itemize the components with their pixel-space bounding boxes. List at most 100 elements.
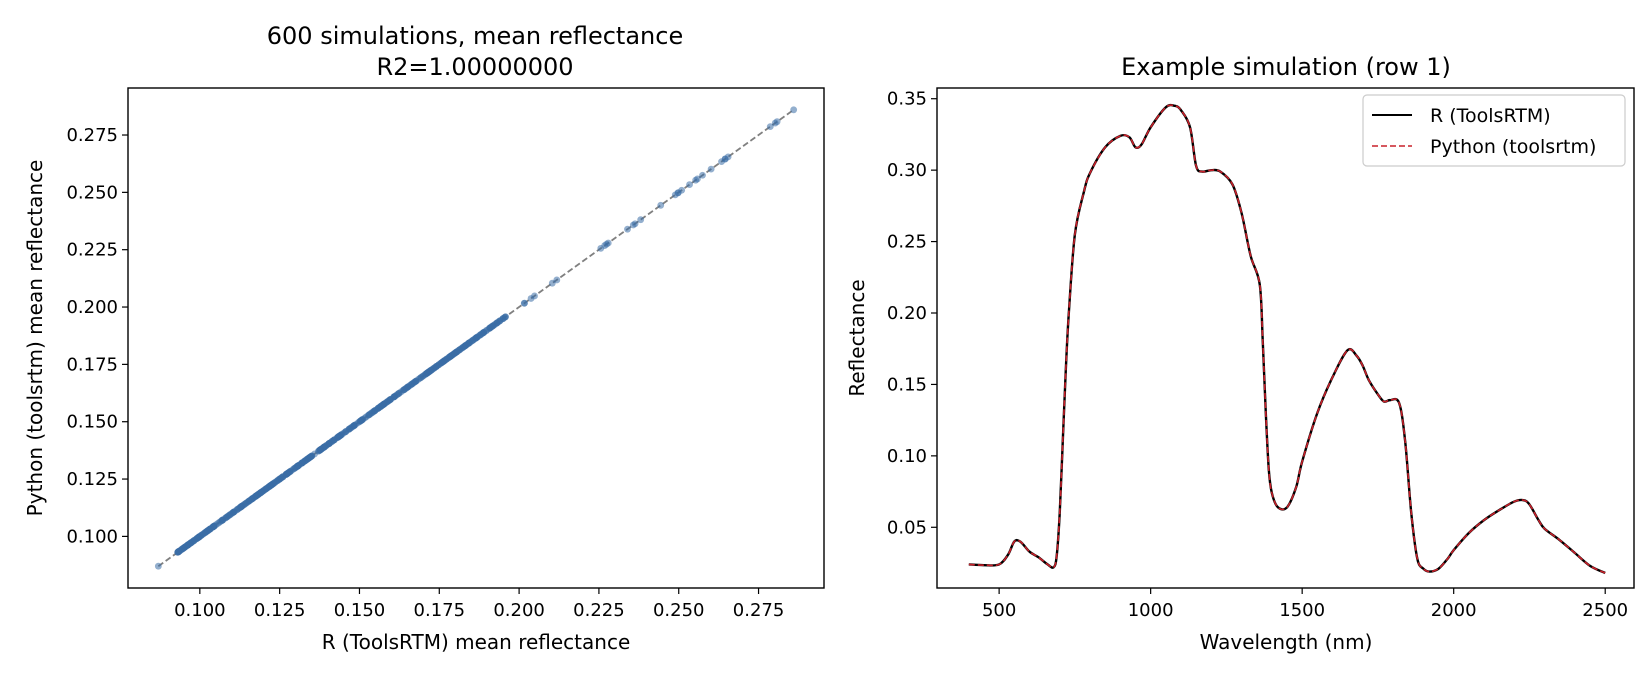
scatter-point	[242, 499, 250, 507]
scatter-point	[460, 343, 467, 351]
scatter-x-tick-label: 0.250	[653, 600, 705, 621]
spectrum-x-tick-label: 500	[982, 600, 1016, 621]
scatter-y-tick-label: 0.150	[66, 412, 118, 433]
scatter-point	[361, 414, 369, 422]
scatter-point	[553, 276, 561, 284]
scatter-point	[316, 446, 324, 454]
scatter-point	[175, 547, 183, 555]
scatter-point	[212, 521, 220, 529]
scatter-point	[386, 396, 394, 404]
scatter-point	[379, 401, 387, 409]
scatter-point	[393, 391, 400, 399]
scatter-point	[671, 191, 679, 199]
scatter-point	[637, 216, 645, 224]
scatter-point	[298, 459, 306, 467]
spectrum-y-tick-label: 0.15	[887, 374, 927, 395]
scatter-y-tick-label: 0.175	[66, 354, 118, 375]
spectrum-y-axis-label: Reflectance	[845, 279, 869, 396]
spectrum-x-tick-label: 1500	[1279, 600, 1325, 621]
spectrum-x-axis-label: Wavelength (nm)	[1200, 630, 1373, 654]
scatter-x-tick-label: 0.175	[414, 600, 466, 621]
series-python-toolsrtm-line	[968, 104, 1606, 574]
scatter-point	[686, 181, 693, 188]
scatter-point	[629, 221, 637, 229]
scatter-x-tick-label: 0.275	[733, 600, 785, 621]
series-r-toolsrtm-line	[968, 103, 1606, 575]
scatter-point	[185, 541, 192, 548]
spectrum-y-tick-label: 0.20	[887, 303, 927, 324]
scatter-point	[488, 323, 495, 331]
scatter-title-line2: R2=1.00000000	[376, 53, 573, 81]
spectrum-x-tick-label: 1000	[1128, 600, 1174, 621]
spectrum-y-tick-label: 0.30	[887, 160, 927, 181]
spectrum-x-tick-label: 2000	[1431, 600, 1477, 621]
scatter-point	[196, 532, 204, 540]
scatter-point	[699, 171, 706, 179]
scatter-y-tick-label: 0.225	[66, 240, 118, 261]
scatter-x-tick-label: 0.225	[573, 600, 625, 621]
scatter-point	[454, 347, 462, 355]
scatter-point	[465, 339, 473, 347]
scatter-point	[335, 433, 343, 440]
spectrum-y-tick-label: 0.25	[887, 232, 927, 253]
scatter-x-axis-label: R (ToolsRTM) mean reflectance	[322, 630, 631, 654]
scatter-point	[201, 529, 209, 536]
spectrum-panel: Example simulation (row 1) 500 1000 1500 20…	[845, 53, 1635, 654]
scatter-point	[230, 508, 237, 516]
scatter-point	[419, 372, 427, 380]
scatter-ticks: 0.100 0.125 0.150 0.175 0.200 0.225 0.250 0.275…	[66, 125, 784, 621]
scatter-x-tick-label: 0.150	[334, 600, 386, 621]
scatter-point	[483, 326, 491, 334]
scatter-point	[237, 503, 245, 511]
scatter-y-tick-label: 0.275	[66, 125, 118, 146]
scatter-point	[308, 452, 316, 460]
scatter-point	[432, 363, 440, 370]
scatter-title-line1: 600 simulations, mean reflectance	[267, 22, 683, 50]
legend: R (ToolsRTM) Python (toolsrtm)	[1362, 94, 1626, 167]
scatter-point	[258, 488, 266, 496]
scatter-point	[721, 155, 729, 163]
scatter-point	[427, 367, 435, 374]
scatter-point	[657, 201, 665, 209]
scatter-point	[279, 473, 287, 481]
scatter-panel: 600 simulations, mean reflectance R2=1.0…	[23, 22, 825, 654]
scatter-point	[190, 537, 198, 544]
scatter-point	[692, 176, 700, 184]
scatter-y-tick-label: 0.100	[66, 526, 118, 547]
scatter-point	[771, 119, 779, 127]
scatter-point	[520, 299, 528, 307]
scatter-x-tick-label: 0.100	[174, 600, 226, 621]
scatter-point	[266, 482, 274, 490]
spectrum-axes-frame	[936, 87, 1635, 589]
scatter-point	[527, 295, 535, 302]
spectrum-marks	[968, 103, 1606, 575]
spectrum-ticks: 500 1000 1500 2000 2500 0.05 0.10 0.15 0.20 0.25 0…	[887, 89, 1628, 621]
spectrum-y-tick-label: 0.35	[887, 89, 927, 110]
scatter-y-axis-label: Python (toolsrtm) mean reflectance	[23, 160, 47, 517]
scatter-point	[412, 378, 419, 385]
scatter-point	[249, 494, 257, 502]
scatter-marks	[154, 106, 798, 570]
legend-box	[1362, 94, 1626, 167]
scatter-point	[404, 383, 412, 391]
spectrum-y-tick-label: 0.05	[887, 517, 927, 538]
spectrum-y-tick-label: 0.10	[887, 446, 927, 467]
scatter-y-tick-label: 0.200	[66, 297, 118, 318]
scatter-point	[707, 165, 715, 173]
scatter-x-tick-label: 0.200	[493, 600, 545, 621]
scatter-point	[443, 355, 451, 363]
scatter-point	[499, 315, 507, 323]
legend-python-label: Python (toolsrtm)	[1430, 136, 1596, 158]
spectrum-x-tick-label: 2500	[1582, 600, 1628, 621]
scatter-point	[601, 242, 609, 249]
scatter-point	[766, 123, 774, 130]
scatter-point	[471, 335, 479, 343]
scatter-point	[293, 463, 301, 470]
scatter-point	[351, 421, 358, 429]
legend-r-label: R (ToolsRTM)	[1430, 105, 1551, 127]
spectrum-title: Example simulation (row 1)	[1121, 53, 1451, 81]
scatter-axes-frame	[127, 87, 825, 589]
scatter-x-tick-label: 0.125	[254, 600, 306, 621]
scatter-y-tick-label: 0.250	[66, 182, 118, 203]
